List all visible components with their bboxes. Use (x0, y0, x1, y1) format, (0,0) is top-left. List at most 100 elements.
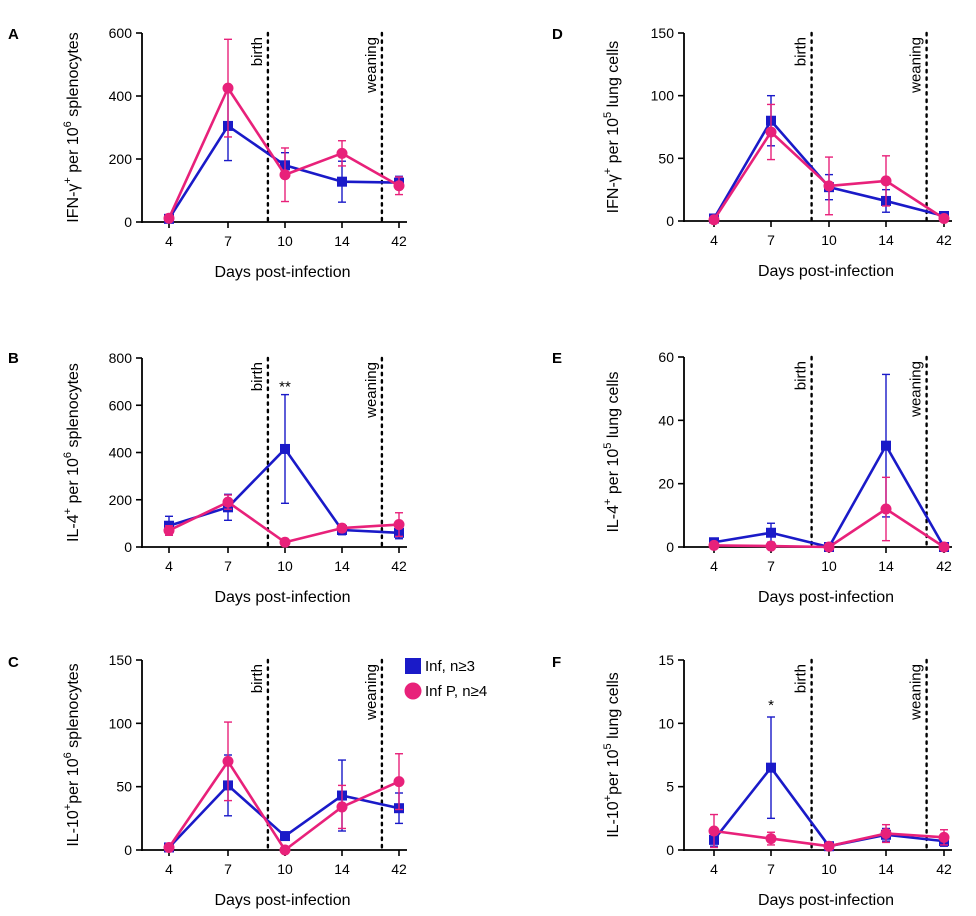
x-tick-label: 14 (878, 861, 894, 877)
x-tick-label: 10 (277, 861, 293, 877)
panel-letter: F (552, 654, 561, 671)
marker-label-birth: birth (793, 37, 810, 66)
x-tick-label: 4 (165, 233, 173, 249)
x-tick-label: 14 (334, 861, 350, 877)
panel-d: D 0 50 100 150 4 7 10 14 42 Days post-infection IFN… (552, 25, 952, 280)
data-point (823, 840, 835, 852)
y-tick-label: 600 (109, 397, 133, 413)
data-point (393, 519, 405, 531)
data-point (279, 844, 291, 856)
y-axis-label: IFN-γ+ per 106 splenocytes (62, 32, 82, 222)
marker-label-weaning: weaning (908, 664, 925, 721)
x-tick-label: 42 (391, 861, 407, 877)
data-point (708, 539, 720, 551)
series-infp (708, 103, 950, 226)
data-point (337, 176, 347, 187)
data-point (279, 536, 291, 548)
data-point (393, 776, 405, 788)
y-tick-label: 100 (109, 715, 133, 731)
series-line (713, 507, 945, 549)
x-tick-label: 10 (277, 558, 293, 574)
x-tick-label: 42 (936, 861, 952, 877)
data-point (163, 841, 175, 853)
legend-label: Inf, n≥3 (425, 658, 475, 675)
y-tick-label: 60 (658, 349, 674, 365)
x-tick-label: 42 (391, 233, 407, 249)
x-axis-label: Days post-infection (214, 892, 350, 909)
data-point (336, 522, 348, 534)
x-tick-label: 14 (878, 232, 894, 248)
marker-label-birth: birth (249, 362, 266, 391)
data-point (880, 503, 892, 515)
legend-item-infp: Inf P, n≥4 (404, 682, 487, 700)
data-point (765, 126, 777, 138)
series-infp (708, 476, 950, 553)
x-tick-label: 7 (767, 861, 775, 877)
y-tick-label: 400 (109, 88, 133, 104)
data-point (222, 755, 234, 767)
panel-a: A 0 200 400 600 4 7 10 14 42 Days post-infection IF… (8, 25, 407, 281)
x-axis-label: Days post-infection (214, 264, 350, 281)
data-point (336, 801, 348, 813)
x-tick-label: 4 (710, 861, 718, 877)
series-line (168, 500, 400, 544)
x-axis-label: Days post-infection (214, 589, 350, 606)
data-point (938, 541, 950, 553)
series-infp (163, 494, 405, 548)
data-point (823, 541, 835, 553)
marker-label-birth: birth (249, 37, 266, 66)
data-point (222, 496, 234, 508)
marker-label-weaning: weaning (908, 37, 925, 94)
y-axis-label: IL-4+ per 106 splenocytes (62, 363, 82, 542)
legend: Inf, n≥3 Inf P, n≥4 (404, 658, 487, 700)
x-tick-label: 10 (821, 861, 837, 877)
data-point (938, 212, 950, 224)
x-tick-label: 14 (334, 233, 350, 249)
y-tick-label: 400 (109, 445, 133, 461)
series-infp (163, 721, 405, 856)
y-tick-label: 20 (658, 476, 674, 492)
x-tick-label: 7 (767, 232, 775, 248)
legend-item-inf: Inf, n≥3 (405, 658, 475, 675)
y-tick-label: 0 (124, 842, 132, 858)
x-tick-label: 7 (224, 558, 232, 574)
data-point (880, 175, 892, 187)
y-tick-label: 100 (651, 88, 675, 104)
panel-letter: E (552, 350, 562, 367)
marker-label-birth: birth (793, 361, 810, 390)
y-axis-label: IL-4+ per 105 lung cells (602, 371, 622, 532)
y-tick-label: 15 (658, 652, 674, 668)
x-tick-label: 42 (936, 232, 952, 248)
series-line (168, 447, 400, 535)
x-tick-label: 4 (710, 232, 718, 248)
y-axis-label: IFN-γ+ per 105 lung cells (602, 41, 622, 214)
y-tick-label: 10 (658, 715, 674, 731)
y-tick-label: 200 (109, 151, 133, 167)
marker-label-birth: birth (249, 664, 266, 693)
y-tick-label: 0 (124, 539, 132, 555)
marker-label-birth: birth (793, 664, 810, 693)
y-tick-label: 50 (658, 150, 674, 166)
x-tick-label: 4 (165, 558, 173, 574)
x-tick-label: 10 (821, 558, 837, 574)
data-point (336, 147, 348, 159)
panel-e: E 0 20 40 60 4 7 10 14 42 Days post-infection IL-4+… (552, 349, 952, 606)
series-inf (164, 90, 404, 224)
data-point (280, 443, 290, 454)
x-tick-label: 14 (878, 558, 894, 574)
legend-label: Inf P, n≥4 (425, 683, 487, 700)
data-point (765, 833, 777, 845)
panel-letter: C (8, 654, 19, 671)
panel-f: F 0 5 10 15 4 7 10 14 42 Days post-infection IL-10+… (552, 652, 952, 909)
y-tick-label: 600 (109, 25, 133, 41)
data-point (880, 828, 892, 840)
data-point (823, 180, 835, 192)
marker-label-weaning: weaning (908, 361, 925, 418)
y-tick-label: 40 (658, 412, 674, 428)
x-tick-label: 14 (334, 558, 350, 574)
data-point (279, 169, 291, 181)
x-axis-label: Days post-infection (758, 263, 894, 280)
x-axis-label: Days post-infection (758, 892, 894, 909)
series-inf (709, 716, 949, 852)
